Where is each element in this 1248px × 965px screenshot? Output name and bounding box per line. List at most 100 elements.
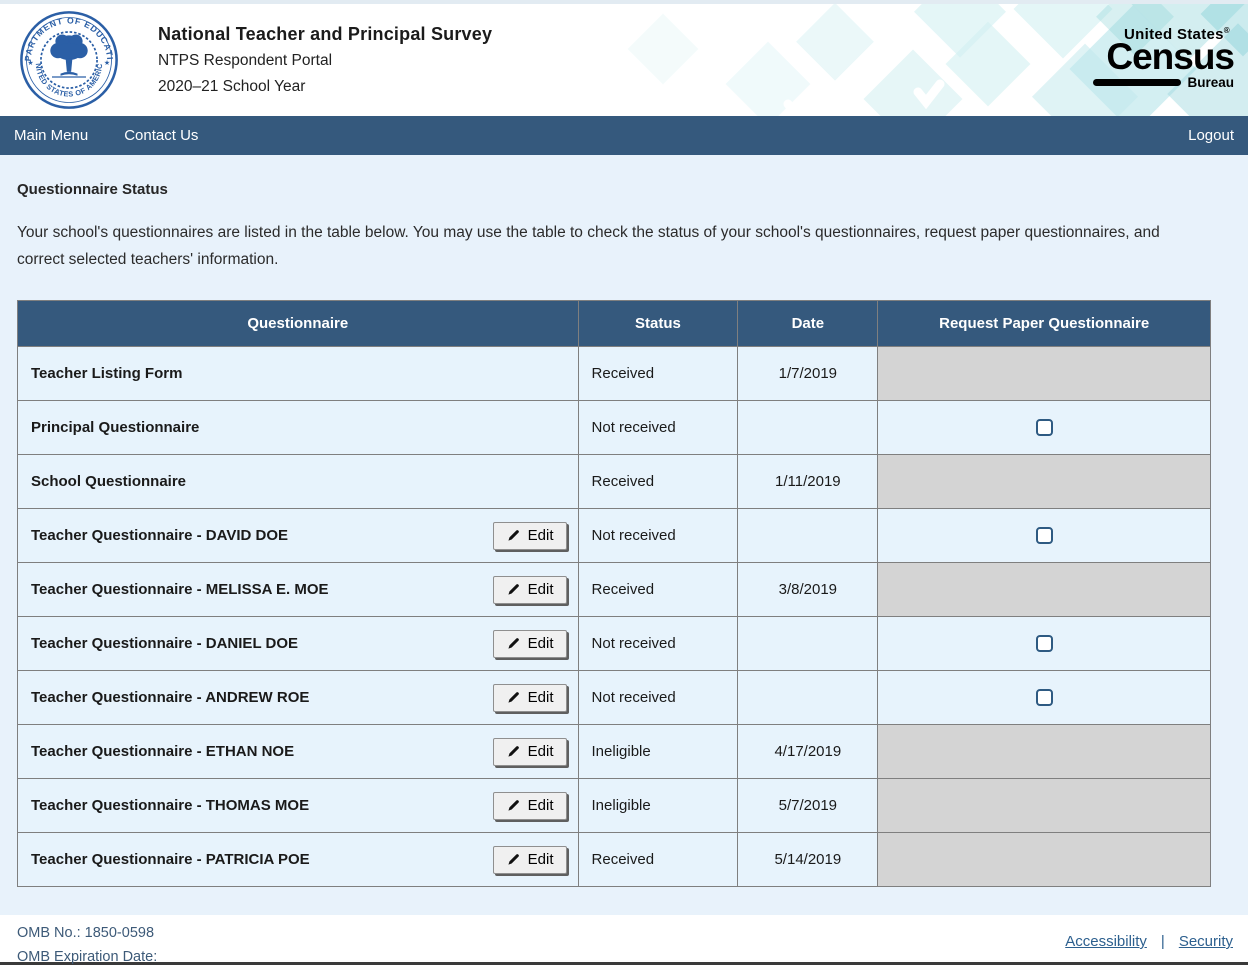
request-paper-checkbox[interactable] [1035,689,1053,707]
status-cell: Not received [577,616,739,671]
main-nav: Main Menu Contact Us Logout [0,116,1248,155]
questionnaire-name: Teacher Questionnaire - THOMAS MOE [31,797,310,814]
status-cell: Not received [577,670,739,725]
questionnaire-cell: Teacher Listing Form [17,346,579,401]
accessibility-link[interactable]: Accessibility [1065,933,1147,950]
table-row: Teacher Questionnaire - DANIEL DOE Edit No… [17,616,1211,671]
request-paper-cell [877,724,1211,779]
request-paper-cell [877,400,1211,455]
request-paper-cell [877,616,1211,671]
pencil-icon [508,529,519,541]
edit-button[interactable]: Edit [492,737,567,766]
table-row: Teacher Questionnaire - THOMAS MOE Edit In… [17,778,1211,833]
top-strip [0,0,1248,4]
header-request-paper: Request Paper Questionnaire [877,300,1211,347]
status-cell: Not received [577,508,739,563]
table-row: Teacher Questionnaire - ANDREW ROE Edit No… [17,670,1211,725]
questionnaire-name: Principal Questionnaire [31,419,200,436]
questionnaire-cell: Teacher Questionnaire - MELISSA E. MOE Ed… [17,562,579,617]
security-link[interactable]: Security [1178,933,1233,950]
page-heading: Questionnaire Status [17,181,168,198]
request-paper-checkbox[interactable] [1035,635,1053,653]
table-row: Teacher Listing Form Received 1/7/2019 [17,346,1211,401]
header-diamond-pattern [627,4,1248,116]
pencil-icon [508,637,519,649]
date-cell [737,616,879,671]
edit-button-label: Edit [527,850,554,868]
pencil-icon [508,745,519,757]
request-paper-checkbox[interactable] [1035,419,1053,437]
questionnaire-name: Teacher Questionnaire - DANIEL DOE [31,635,299,652]
status-cell: Received [577,346,739,401]
date-cell: 1/7/2019 [737,346,879,401]
svg-text:★: ★ [104,59,110,67]
request-paper-cell [877,832,1211,887]
department-of-education-seal: DEPARTMENT OF EDUCATION UNITED STATES OF… [14,9,118,109]
request-paper-cell [877,778,1211,833]
questionnaire-name: Teacher Questionnaire - ETHAN NOE [31,743,295,760]
header-date: Date [737,300,879,347]
request-paper-cell [877,562,1211,617]
nav-logout[interactable]: Logout [1188,127,1234,144]
table-row: Teacher Questionnaire - DAVID DOE Edit Not… [17,508,1211,563]
census-bureau-logo: United States® Census Bureau [1093,26,1235,90]
pencil-icon [508,691,519,703]
request-paper-cell [877,508,1211,563]
nav-contact-us[interactable]: Contact Us [124,127,199,144]
status-cell: Ineligible [577,778,739,833]
pencil-icon [508,583,519,595]
status-cell: Received [577,454,739,509]
edit-button[interactable]: Edit [492,683,567,712]
edit-button[interactable]: Edit [492,629,567,658]
pencil-icon [508,853,519,865]
questionnaire-cell: Teacher Questionnaire - ANDREW ROE Edit [17,670,579,725]
table-row: Teacher Questionnaire - PATRICIA POE Edit… [17,832,1211,887]
edit-button-label: Edit [527,634,554,652]
date-cell [737,508,879,563]
footer-link-separator: | [1160,933,1165,950]
edit-button[interactable]: Edit [492,521,567,550]
omb-expiration: OMB Expiration Date: [17,949,158,965]
table-row: School Questionnaire Received 1/11/2019 [17,454,1211,509]
questionnaire-name: Teacher Questionnaire - DAVID DOE [31,527,288,544]
omb-number: OMB No.: 1850-0598 [17,925,155,941]
census-logo-bar [1093,79,1182,86]
edit-button[interactable]: Edit [492,575,567,604]
table-row: Teacher Questionnaire - MELISSA E. MOE Ed… [17,562,1211,617]
portal-subtitle: NTPS Respondent Portal [158,52,333,69]
svg-text:★: ★ [27,59,33,67]
edit-button[interactable]: Edit [492,791,567,820]
table-header-row: Questionnaire Status Date Request Paper … [17,300,1211,347]
edit-button-label: Edit [527,688,554,706]
questionnaire-name: Teacher Questionnaire - MELISSA E. MOE [31,581,329,598]
page-description: Your school's questionnaires are listed … [17,224,1160,268]
status-cell: Received [577,562,739,617]
date-cell: 5/7/2019 [737,778,879,833]
questionnaire-cell: Teacher Questionnaire - DAVID DOE Edit [17,508,579,563]
header-status: Status [577,300,739,347]
date-cell: 3/8/2019 [737,562,879,617]
date-cell [737,670,879,725]
table-body: Teacher Listing Form Received 1/7/2019 Prin… [17,346,1211,887]
edit-button[interactable]: Edit [492,845,567,874]
census-logo-bureau: Bureau [1187,75,1234,90]
questionnaire-cell: School Questionnaire [17,454,579,509]
status-cell: Ineligible [577,724,739,779]
questionnaire-cell: Teacher Questionnaire - DANIEL DOE Edit [17,616,579,671]
request-paper-cell [877,670,1211,725]
questionnaire-cell: Teacher Questionnaire - ETHAN NOE Edit [17,724,579,779]
nav-main-menu[interactable]: Main Menu [14,127,89,144]
status-cell: Not received [577,400,739,455]
date-cell [737,400,879,455]
request-paper-checkbox[interactable] [1035,527,1053,545]
seal-tree [50,34,88,76]
questionnaire-cell: Principal Questionnaire [17,400,579,455]
questionnaire-name: Teacher Questionnaire - ANDREW ROE [31,689,310,706]
edit-button-label: Edit [527,526,554,544]
questionnaire-name: Teacher Questionnaire - PATRICIA POE [31,851,310,868]
request-paper-cell [877,346,1211,401]
edit-button-label: Edit [527,796,554,814]
questionnaire-status-table: Questionnaire Status Date Request Paper … [17,300,1211,887]
census-logo-main: Census [1106,36,1235,77]
main-content: Questionnaire Status Your school's quest… [0,155,1248,915]
